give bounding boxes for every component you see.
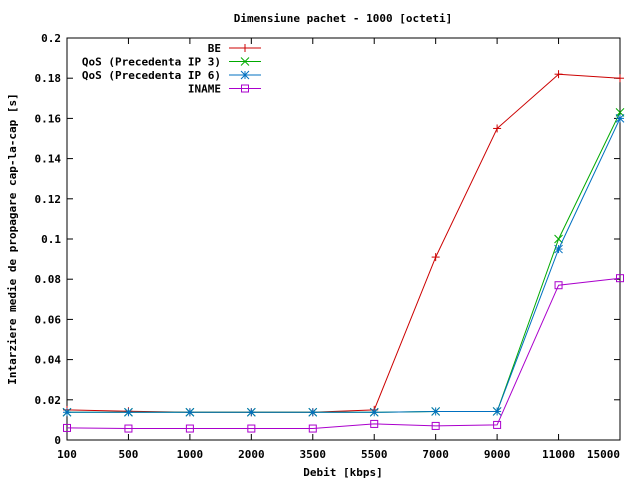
y-tick-label: 0.16 [35,112,62,125]
legend-marker [240,70,250,80]
x-tick-label: 2000 [238,448,265,461]
series-4 [63,274,624,433]
data-point [369,407,379,417]
data-point [124,424,133,433]
legend-label: QoS (Precedenta IP 3) [82,56,221,69]
data-point [554,234,563,244]
data-point [431,421,440,430]
data-point [615,114,625,123]
series-line [66,73,621,413]
x-axis: 100 500 1000 2000 3500 5500 7000 9000 11000 15000 [57,38,620,461]
legend-label: INAME [188,83,221,96]
data-point [616,74,624,83]
legend-label: BE [208,42,221,55]
legend-marker [240,57,250,66]
data-point [493,124,502,133]
data-point [185,407,195,417]
y-tick-label: 0.04 [35,354,62,367]
data-point [185,424,194,433]
data-point [554,70,563,79]
data-point [308,407,318,417]
series-line [66,277,621,429]
data-point [554,244,563,254]
series-line [67,118,621,413]
x-tick-label: 7000 [422,448,449,461]
y-tick-label: 0.2 [41,32,61,45]
y-axis-label: Intarziere medie de propagare cap-la-cap… [6,93,19,384]
y-tick-label: 0.18 [35,72,62,85]
y-tick-label: 0.12 [35,193,62,206]
legend-marker [241,84,249,93]
data-point [124,407,133,417]
legend-item: QoS (Precedenta IP 3) [82,56,261,69]
plot-area-frame [66,37,621,441]
series-layer [62,70,625,433]
data-point [370,419,379,428]
y-tick-label: 0.06 [35,313,62,326]
x-tick-label: 11000 [542,448,575,461]
y-tick-label: 0.14 [35,153,62,166]
legend-item: INAME [188,83,261,96]
data-point [554,281,563,290]
y-axis: 0 0.02 0.04 0.06 0.08 0.1 0.12 0.14 0.16 0.18 0.2 [35,32,620,447]
x-tick-label: 5500 [361,448,388,461]
y-tick-label: 0 [54,434,61,447]
legend-item: QoS (Precedenta IP 6) [82,69,261,82]
y-tick-label: 0.08 [35,273,62,286]
legend-label: QoS (Precedenta IP 6) [82,69,221,82]
chart-title: Dimensiune pachet - 1000 [octeti] [234,12,453,25]
x-tick-label: 100 [57,448,77,461]
data-point [246,407,256,417]
x-axis-label: Debit [kbps] [303,466,382,479]
series-3 [62,114,625,417]
x-tick-label: 3500 [300,448,327,461]
y-tick-label: 0.02 [35,394,62,407]
data-point [431,407,441,416]
x-tick-label: 15000 [587,448,620,461]
legend-item: BE [208,42,261,55]
data-point [63,423,71,432]
y-tick-label: 0.1 [41,233,61,246]
x-tick-label: 500 [119,448,139,461]
series-line [67,112,621,413]
series-2 [62,108,625,417]
data-point [308,424,317,433]
data-point [247,424,256,433]
data-point [616,274,624,283]
data-point [62,407,72,417]
data-point [431,253,440,262]
x-tick-label: 1000 [177,448,204,461]
x-tick-label: 9000 [484,448,511,461]
series-1 [63,70,624,417]
legend-marker [241,44,249,52]
data-point [492,407,502,416]
data-point [493,420,502,429]
